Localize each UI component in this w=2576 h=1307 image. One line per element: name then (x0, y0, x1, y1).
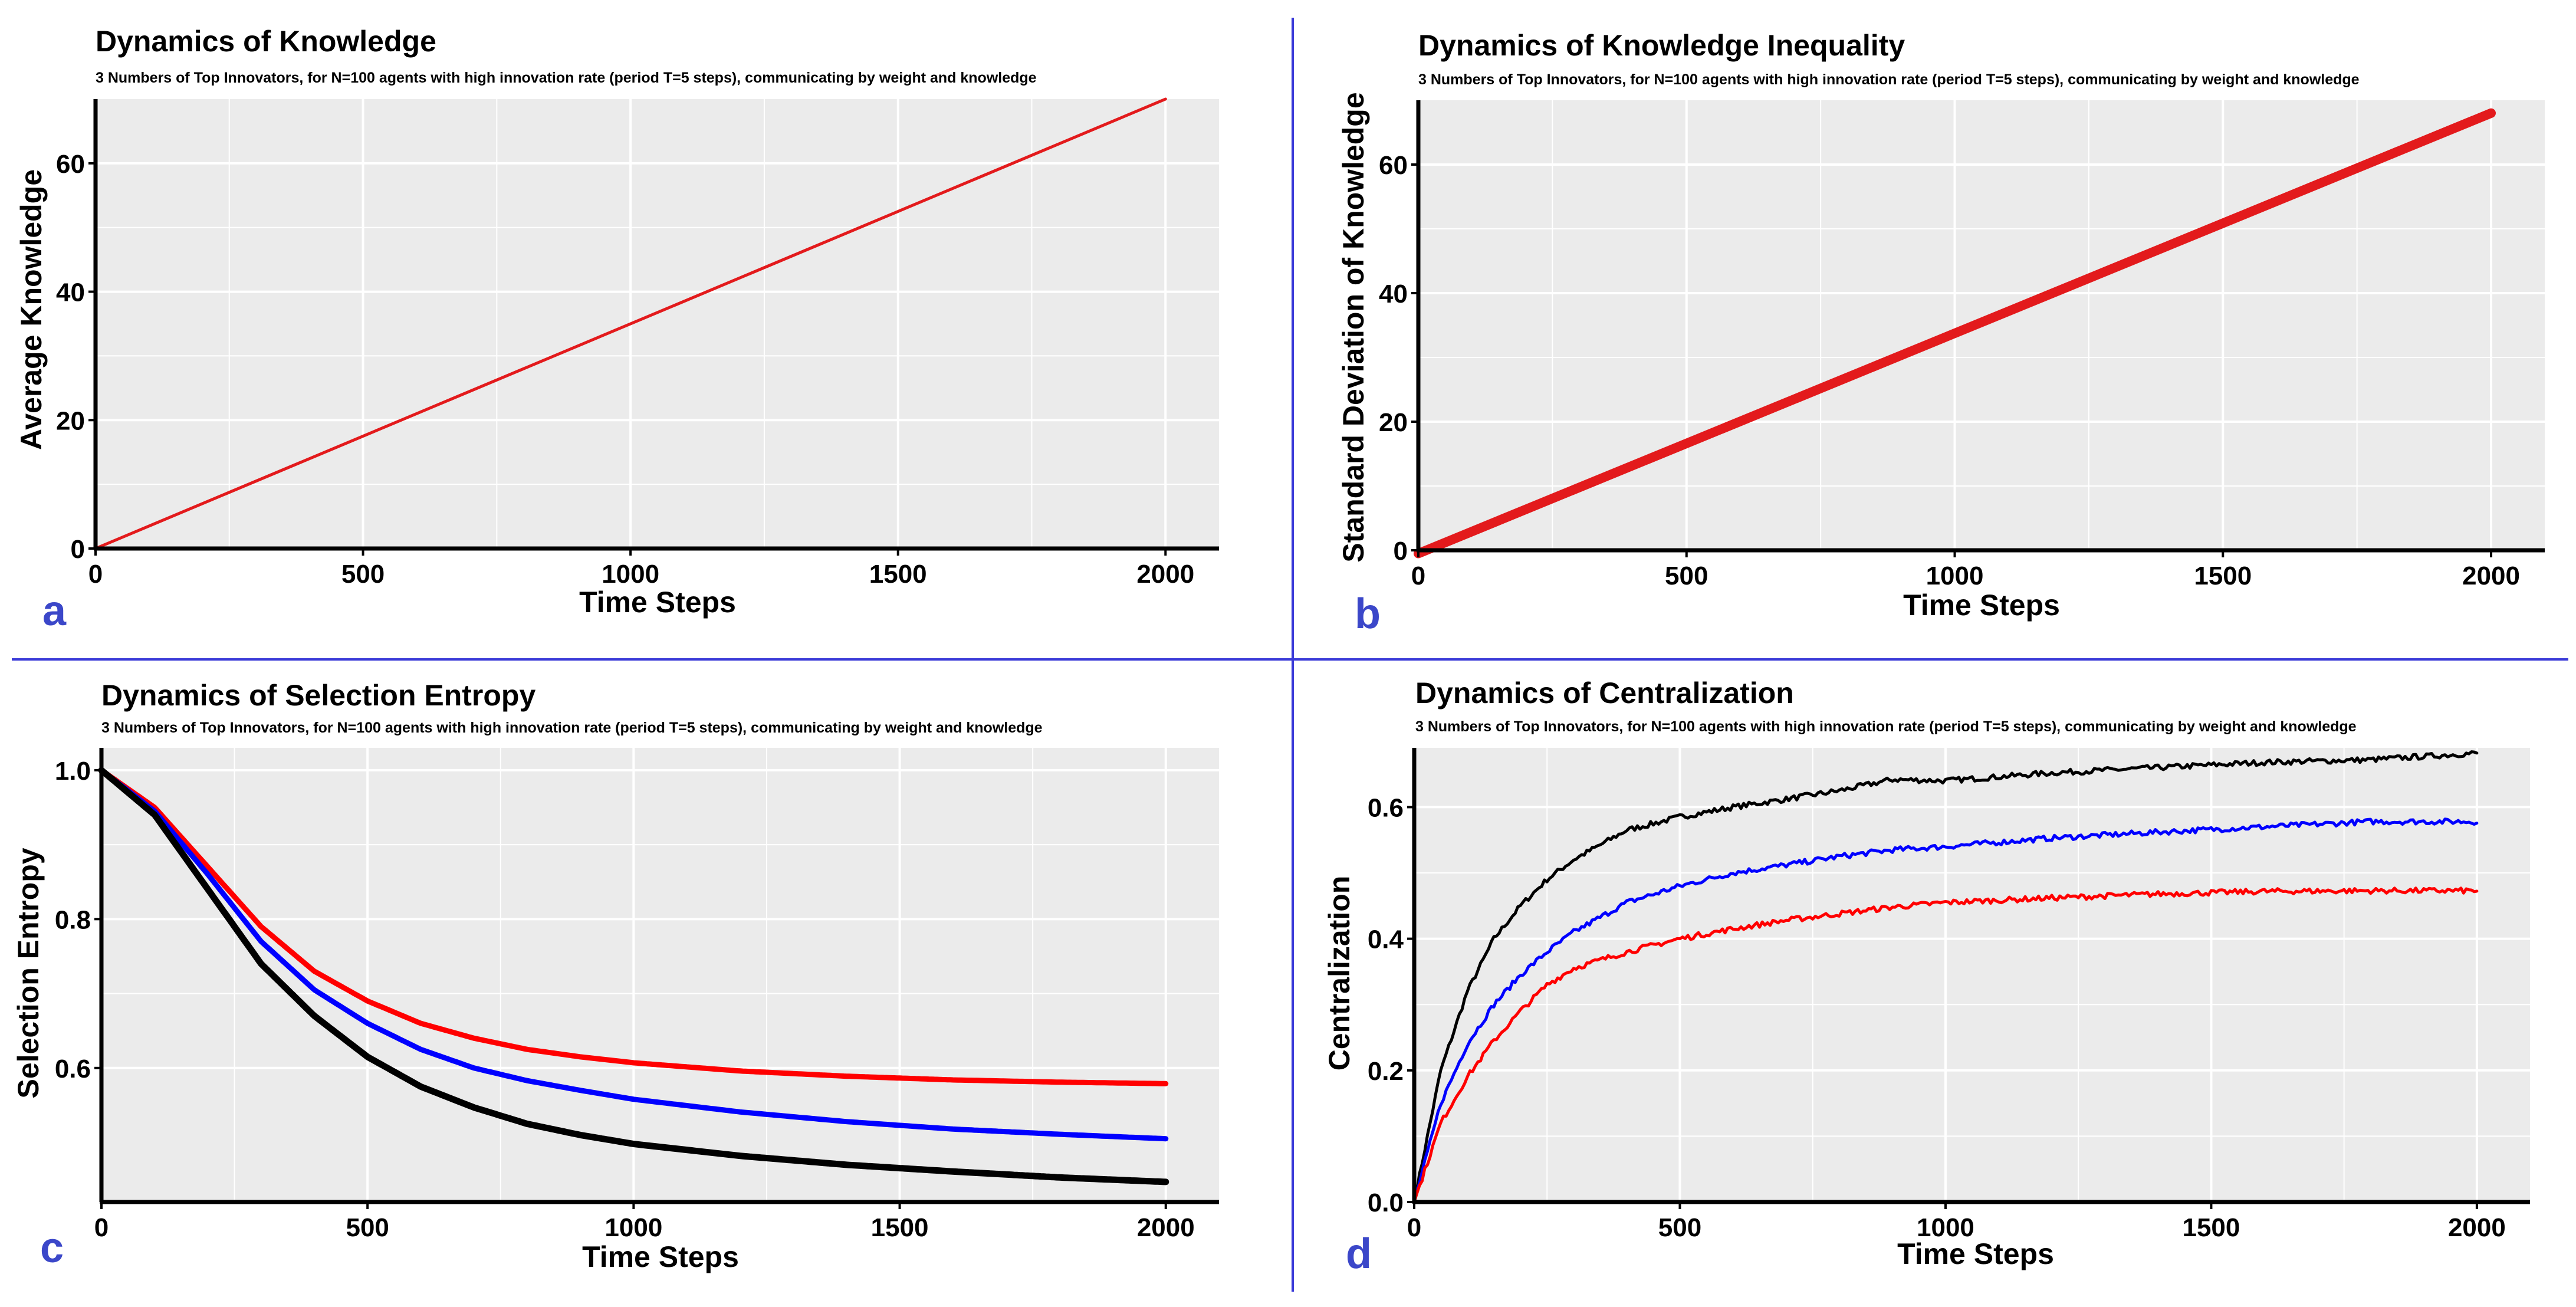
chart-title: Dynamics of Knowledge (96, 25, 436, 58)
y-tick-label: 0.4 (1368, 925, 1404, 954)
y-tick-label: 0 (1394, 537, 1408, 566)
series-line-std-of-knowledge (1414, 108, 2496, 559)
y-axis-label: Average Knowledge (15, 169, 48, 450)
axes (88, 99, 1219, 556)
y-tick-label: 20 (1379, 408, 1408, 437)
axes (1411, 100, 2545, 557)
series-layer (1412, 750, 2479, 1204)
y-tick-label: 20 (56, 406, 85, 435)
axes (94, 748, 1219, 1209)
x-tick-label: 500 (341, 560, 385, 589)
x-axis-label: Time Steps (1903, 589, 2060, 622)
x-tick-label: 500 (346, 1213, 389, 1242)
y-tick-label: 0.6 (55, 1055, 91, 1083)
y-tick-labels: 0.0 0.2 0.4 0.6 (1368, 793, 1404, 1217)
chart-title: Dynamics of Centralization (1415, 677, 1794, 710)
panel-d: 0 500 1000 1500 2000 0.0 0.2 0.4 0.6 Dynamics o… (1323, 677, 2530, 1278)
y-axis-label: Selection Entropy (12, 848, 45, 1098)
panel-letter: c (40, 1224, 64, 1272)
y-tick-label: 0.0 (1368, 1188, 1404, 1217)
chart-subtitle: 3 Numbers of Top Innovators, for N=100 a… (1418, 71, 2360, 88)
y-tick-label: 40 (1379, 280, 1408, 308)
panel-letter: b (1355, 590, 1381, 638)
panel-b: 0 500 1000 1500 2000 0 20 40 60 Dynamics of Kno… (1337, 29, 2545, 638)
y-tick-labels: 0 20 40 60 (1379, 151, 1408, 566)
x-tick-label: 2000 (2448, 1213, 2506, 1242)
series-line-black (98, 767, 1169, 1186)
x-tick-labels: 0 500 1000 1500 2000 (1407, 1213, 2506, 1242)
chart-subtitle: 3 Numbers of Top Innovators, for N=100 a… (101, 720, 1043, 736)
axes (1407, 748, 2530, 1209)
series-line-red (98, 767, 1169, 1086)
y-tick-label: 0.2 (1368, 1057, 1404, 1086)
y-tick-label: 60 (1379, 151, 1408, 180)
panel-letter: a (42, 587, 67, 635)
y-tick-labels: 0.6 0.8 1.0 (55, 757, 91, 1083)
series-line-red (1412, 886, 2479, 1204)
panel-c: 0 500 1000 1500 2000 0.6 0.8 1.0 Dynamics of S… (12, 679, 1219, 1273)
y-tick-label: 0.8 (55, 905, 91, 934)
series-layer (94, 97, 1167, 550)
x-tick-label: 1000 (1926, 561, 1984, 590)
y-axis-label: Centralization (1323, 876, 1356, 1071)
x-tick-label: 0 (94, 1213, 109, 1242)
y-tick-label: 60 (56, 150, 85, 179)
x-tick-label: 1500 (869, 560, 927, 589)
series-layer (98, 767, 1169, 1186)
x-tick-label: 500 (1665, 561, 1708, 590)
x-axis-label: Time Steps (579, 586, 736, 619)
x-tick-label: 0 (1411, 561, 1425, 590)
x-tick-label: 1000 (1917, 1213, 1974, 1242)
series-line-average-knowledge (94, 97, 1167, 550)
gridlines (1413, 748, 2530, 1203)
chart-subtitle: 3 Numbers of Top Innovators, for N=100 a… (1415, 718, 2357, 735)
x-tick-labels: 0 500 1000 1500 2000 (1411, 561, 2520, 590)
x-tick-label: 0 (1407, 1213, 1421, 1242)
x-axis-label: Time Steps (582, 1240, 739, 1273)
plot-background (1414, 748, 2530, 1202)
panel-letter: d (1346, 1230, 1372, 1278)
x-tick-label: 2000 (1136, 560, 1194, 589)
x-tick-label: 1000 (604, 1213, 662, 1242)
panel-a: 0 500 1000 1500 2000 0 20 40 60 Dynamics of Kno… (15, 25, 1219, 635)
y-tick-label: 1.0 (55, 757, 91, 786)
x-tick-label: 1000 (602, 560, 659, 589)
chart-subtitle: 3 Numbers of Top Innovators, for N=100 a… (96, 70, 1037, 86)
x-axis-label: Time Steps (1897, 1237, 2054, 1270)
x-tick-labels: 0 500 1000 1500 2000 (94, 1213, 1195, 1242)
x-tick-label: 2000 (1137, 1213, 1195, 1242)
series-line-blue (98, 767, 1169, 1142)
series-layer (1414, 108, 2496, 559)
y-tick-label: 40 (56, 278, 85, 307)
chart-title: Dynamics of Knowledge Inequality (1418, 29, 1905, 62)
x-tick-label: 1500 (2194, 561, 2252, 590)
x-tick-label: 500 (1658, 1213, 1701, 1242)
y-tick-labels: 0 20 40 60 (56, 150, 85, 564)
x-tick-labels: 0 500 1000 1500 2000 (88, 560, 1194, 589)
x-tick-label: 2000 (2462, 561, 2520, 590)
y-tick-label: 0.6 (1368, 793, 1404, 822)
x-tick-label: 1500 (2182, 1213, 2240, 1242)
series-line-blue (1412, 817, 2479, 1204)
x-tick-label: 1500 (871, 1213, 929, 1242)
y-axis-label: Standard Deviation of Knowledge (1337, 92, 1370, 562)
gridlines (100, 748, 1219, 1202)
plot-background (96, 99, 1219, 549)
y-tick-label: 0 (71, 535, 85, 564)
x-tick-label: 0 (88, 560, 103, 589)
chart-title: Dynamics of Selection Entropy (101, 679, 535, 712)
series-line-black (1412, 750, 2479, 1204)
